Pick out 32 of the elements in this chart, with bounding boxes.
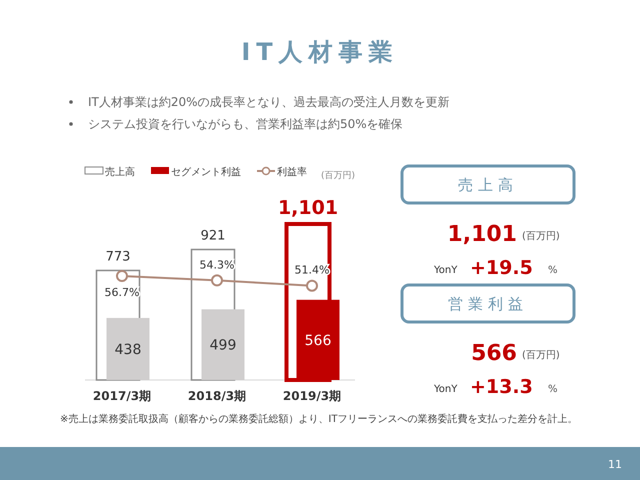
data-label: 438 [114,342,142,358]
data-label: 921 [200,228,226,244]
legend-label: セグメント利益 [171,166,241,178]
data-label: 56.7% [104,286,140,299]
text: ※売上は業務委託取扱高（顧客からの業務委託総額）より、ITフリーランスへの業務委託費を支払った差分を計上。 [60,413,578,425]
text: システム投資を行いながらも、営業利益率は約50%を確保 [88,117,403,131]
data-label: 773 [106,249,130,264]
text: +19.5 [470,257,533,279]
chart-title: IT人材事業 [241,38,399,66]
text: % [548,265,558,276]
text: 1,101 [447,222,517,247]
legend-label: 売上高 [105,166,135,178]
text: (百万円) [320,171,355,181]
text: IT人材事業は約20%の成長率となり、過去最高の受注人月数を更新 [88,95,450,109]
text: (百万円) [522,350,560,361]
x-tick-label: 2017/3期 [92,389,152,403]
legend-label: 利益率 [277,166,307,178]
data-label: 566 [304,332,332,349]
data-label: 499 [210,338,236,354]
text: 11 [608,458,622,471]
text: 566 [471,341,517,366]
text: (百万円) [522,231,560,242]
text: YonY [433,384,458,395]
text: YonY [433,265,458,276]
x-tick-label: 2019/3期 [282,389,342,403]
text: 売上高 [458,176,518,194]
data-label: 54.3% [200,258,234,272]
text: % [548,384,558,395]
text: 営業利益 [448,295,528,313]
data-label: 1,101 [278,197,338,219]
x-tick-label: 2018/3期 [188,389,246,403]
text: +13.3 [470,376,533,398]
